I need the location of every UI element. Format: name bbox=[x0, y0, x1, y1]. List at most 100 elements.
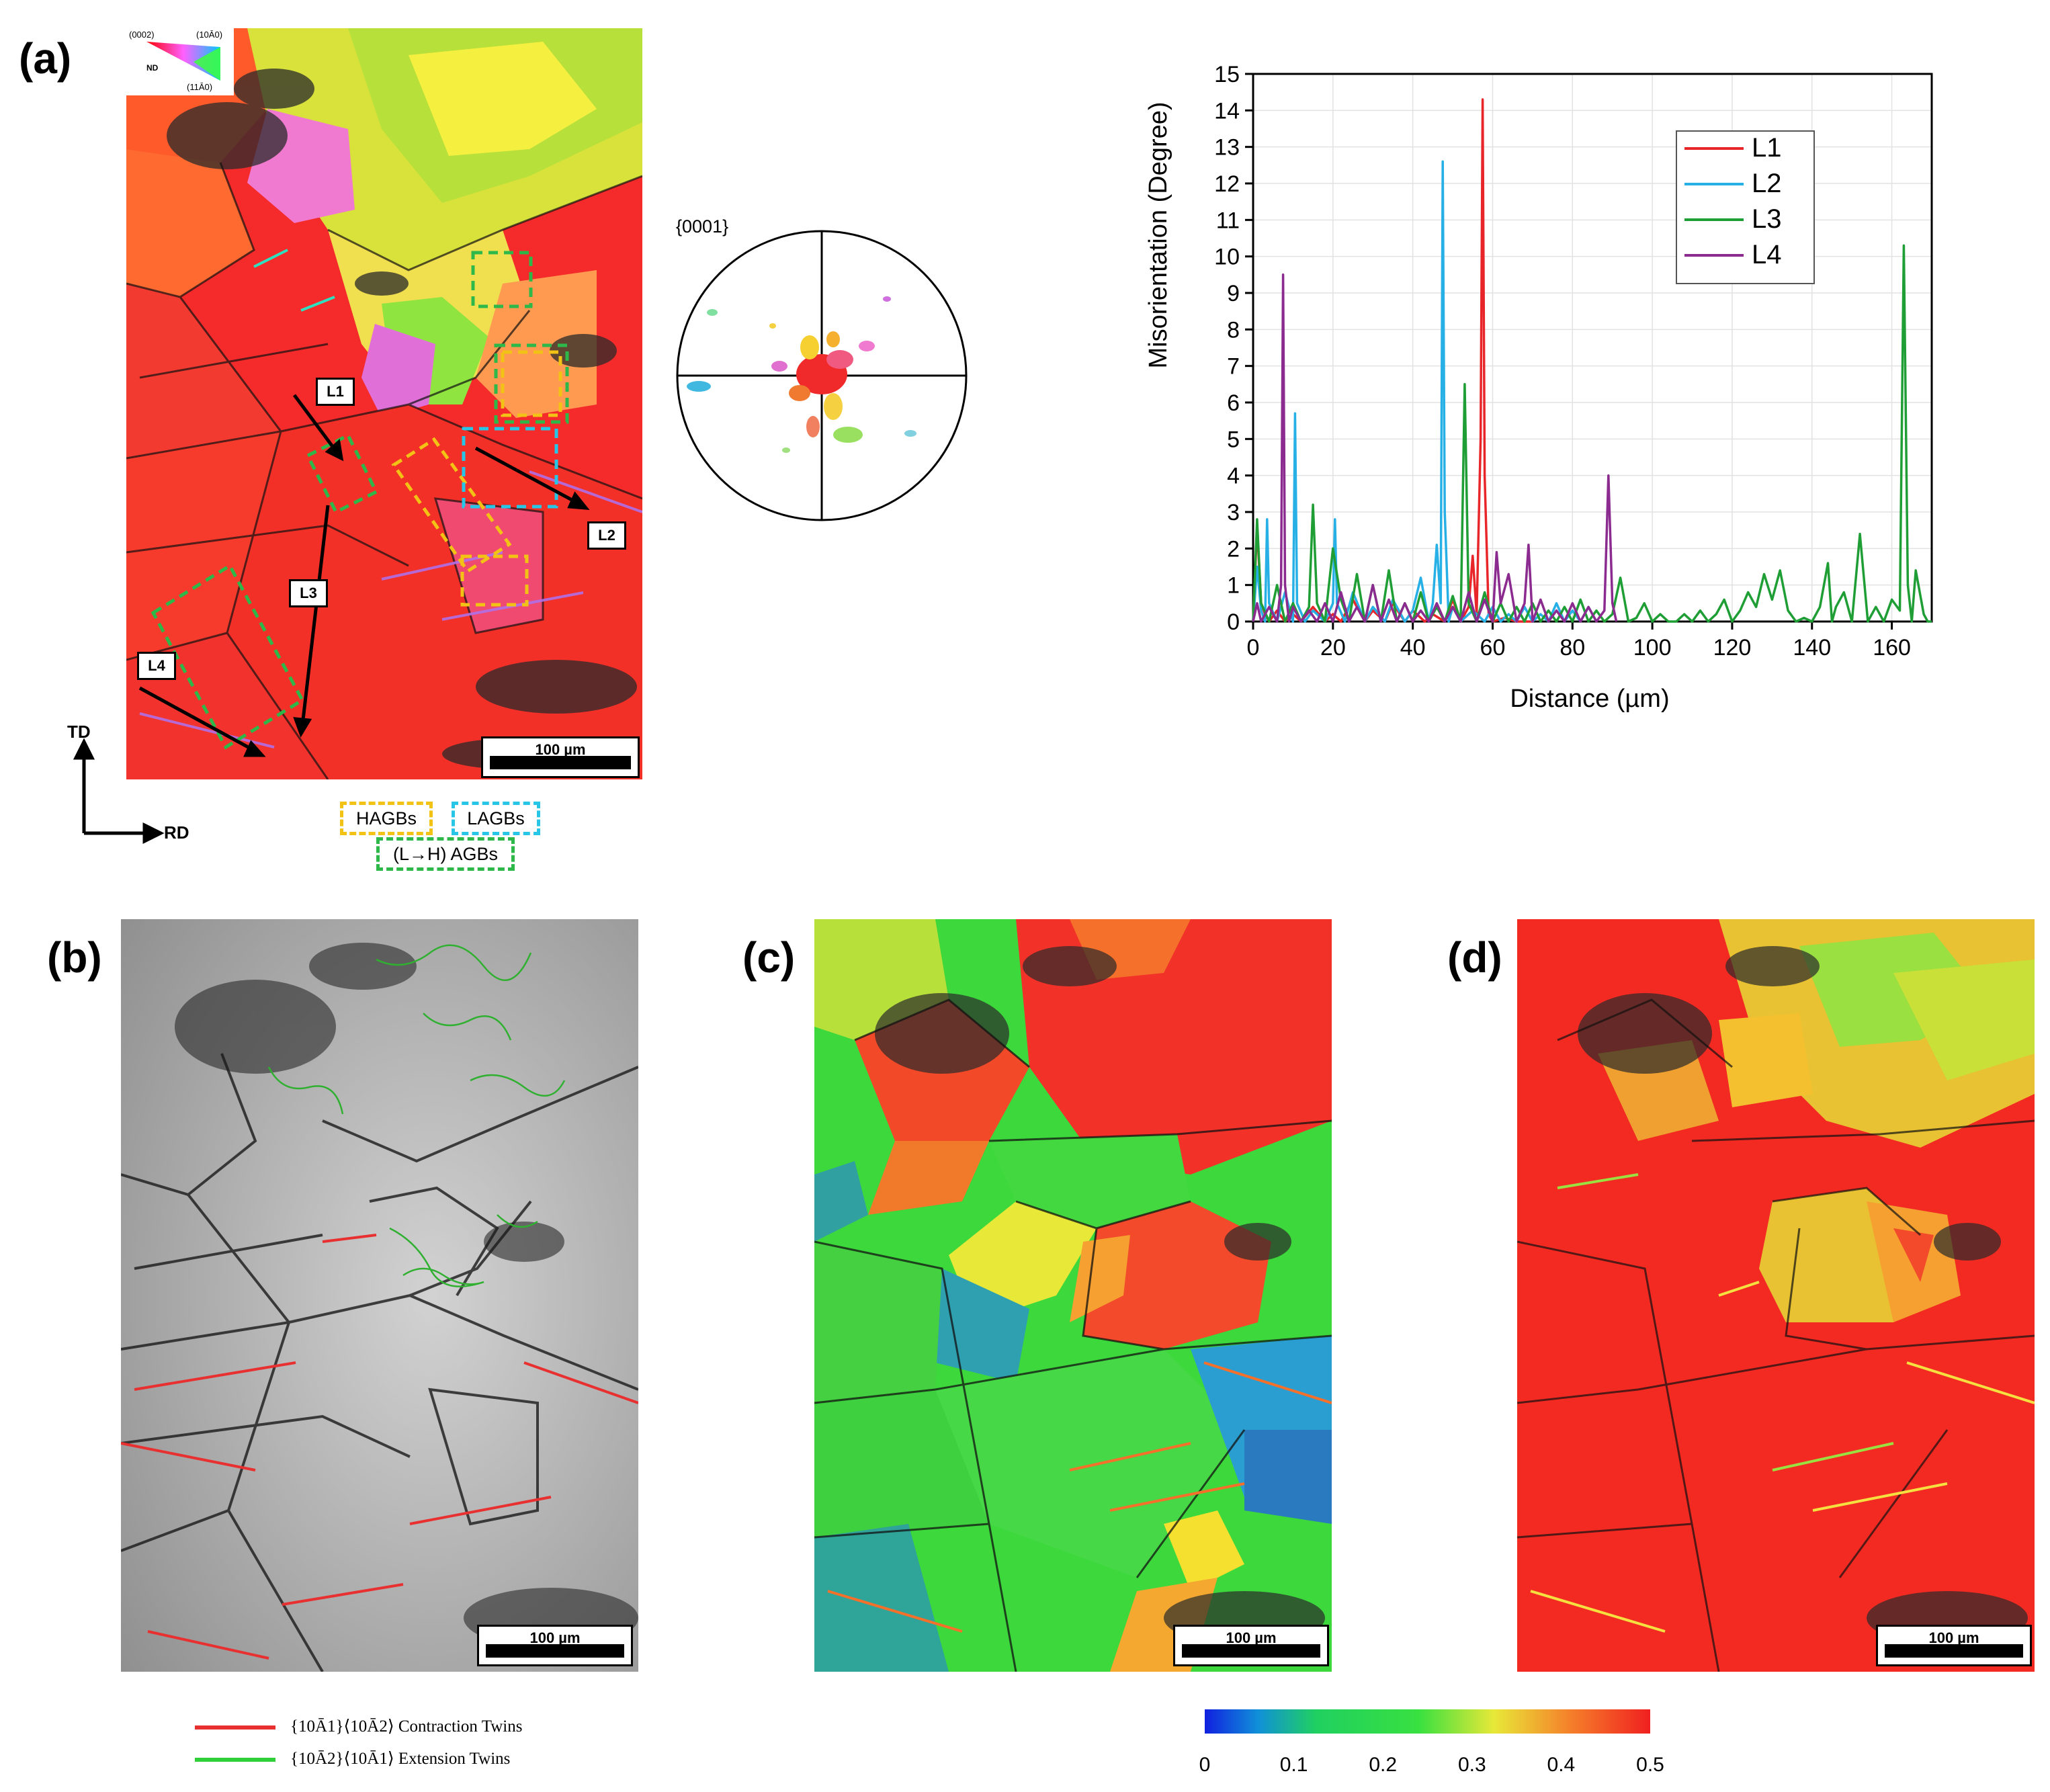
ipf-key-11-20: (11Ā0) bbox=[187, 82, 213, 92]
colorbar-tick-0: 0 bbox=[1199, 1754, 1211, 1776]
line-tag-l1: L1 bbox=[316, 378, 355, 406]
scale-bar-b: 100 µm bbox=[477, 1625, 633, 1666]
hagb-box-middle bbox=[391, 437, 512, 574]
y-tick-label-6: 6 bbox=[1227, 390, 1240, 416]
y-tick-label-11: 11 bbox=[1216, 208, 1240, 233]
ipf-key-nd: ND bbox=[146, 63, 159, 73]
band-contrast-graphic bbox=[121, 919, 638, 1672]
lh-agb-box-right bbox=[494, 343, 569, 424]
series-line-l2 bbox=[1252, 160, 1598, 623]
x-tick-label-160: 160 bbox=[1873, 635, 1911, 660]
line-tag-l2: L2 bbox=[587, 521, 626, 550]
hagb-box-lower bbox=[460, 554, 529, 607]
arrow-l3 bbox=[300, 505, 330, 726]
schmid-colorbar bbox=[1205, 1709, 1650, 1734]
legend-label-l1: L1 bbox=[1752, 133, 1782, 163]
chart-ylabel: Misorientation (Degree) bbox=[1144, 101, 1172, 368]
scale-bar-d-label: 100 µm bbox=[1928, 1629, 1979, 1646]
colorbar-tick-1: 0.1 bbox=[1279, 1754, 1308, 1776]
chart-frame bbox=[1252, 73, 1933, 623]
series-line-l4 bbox=[1252, 273, 1618, 623]
y-tick-label-14: 14 bbox=[1214, 98, 1240, 124]
twin-legend-lines bbox=[195, 1725, 275, 1762]
ipf-orientation-map bbox=[126, 28, 642, 779]
arrow-l2 bbox=[474, 446, 583, 507]
x-tick-label-140: 140 bbox=[1793, 635, 1831, 660]
colorbar-tick-3: 0.3 bbox=[1457, 1754, 1486, 1776]
chart-border bbox=[1252, 73, 1933, 623]
y-tick-label-3: 3 bbox=[1227, 500, 1240, 525]
lh-agb-box-l1 bbox=[305, 433, 379, 515]
band-contrast-map bbox=[121, 919, 638, 1672]
ipf-annotation-overlay bbox=[138, 251, 590, 757]
colorbar-tick-2: 0.2 bbox=[1369, 1754, 1398, 1776]
y-tick-label-13: 13 bbox=[1214, 135, 1240, 161]
panel-label-c: (c) bbox=[742, 933, 796, 982]
x-tick-label-40: 40 bbox=[1400, 635, 1426, 660]
colorbar-tick-4: 0.4 bbox=[1547, 1754, 1576, 1776]
scale-bar-c: 100 µm bbox=[1173, 1625, 1329, 1666]
scale-bar-b-line bbox=[486, 1644, 624, 1658]
twin-legend-extension: {10Ā2}⟨10Ā1⟩ Extension Twins bbox=[290, 1750, 511, 1768]
pole-figure-label: {0001} bbox=[676, 216, 729, 237]
y-tick-label-4: 4 bbox=[1227, 464, 1240, 489]
y-tick-label-8: 8 bbox=[1227, 317, 1240, 343]
axes-triad bbox=[73, 738, 165, 845]
legend-label-l2: L2 bbox=[1752, 169, 1782, 198]
line-tag-l3: L3 bbox=[289, 579, 328, 607]
y-tick-label-9: 9 bbox=[1227, 281, 1240, 306]
y-tick-label-10: 10 bbox=[1214, 245, 1240, 270]
legend-label-l3: L3 bbox=[1752, 204, 1782, 234]
scale-bar-d: 100 µm bbox=[1876, 1625, 2032, 1666]
x-tick-label-0: 0 bbox=[1247, 635, 1260, 660]
ipf-key-0002: (0002) bbox=[129, 30, 155, 40]
ipf-map-graphic bbox=[126, 28, 642, 779]
series-line-l3 bbox=[1252, 244, 1932, 623]
chart-xlabel: Distance (µm) bbox=[1510, 685, 1669, 713]
ipf-key-10-10: (10Ā0) bbox=[196, 30, 223, 40]
scale-bar-b-label: 100 µm bbox=[529, 1629, 581, 1646]
lh-agb-box-top bbox=[471, 251, 533, 308]
x-tick-label-20: 20 bbox=[1320, 635, 1346, 660]
y-tick-label-15: 15 bbox=[1214, 62, 1240, 87]
legend-lagbs: LAGBs bbox=[452, 802, 540, 835]
lagb-box bbox=[462, 427, 558, 509]
colorbar-ticks: 0 0.1 0.2 0.3 0.4 0.5 bbox=[1199, 1754, 1664, 1781]
colorbar-tick-5: 0.5 bbox=[1636, 1754, 1664, 1776]
schmid-factor-map-c bbox=[814, 919, 1332, 1672]
panel-label-d: (d) bbox=[1447, 933, 1502, 982]
pole-figure bbox=[676, 230, 968, 521]
scale-bar-a-line bbox=[490, 756, 631, 769]
panel-label-a: (a) bbox=[19, 34, 72, 83]
schmid-map-d-graphic bbox=[1517, 919, 2035, 1672]
line-tag-l4: L4 bbox=[137, 652, 176, 680]
triad-rd-label: RD bbox=[164, 822, 189, 843]
ipf-key-triangle-graphic bbox=[146, 42, 220, 81]
x-tick-label-120: 120 bbox=[1713, 635, 1752, 660]
twin-legend-contraction: {10Ā1}⟨10Ā2⟩ Contraction Twins bbox=[290, 1717, 523, 1736]
y-tick-label-1: 1 bbox=[1227, 573, 1240, 599]
schmid-map-c-graphic bbox=[814, 919, 1332, 1672]
x-tick-label-100: 100 bbox=[1633, 635, 1672, 660]
y-tick-label-5: 5 bbox=[1227, 427, 1240, 452]
y-tick-label-7: 7 bbox=[1227, 354, 1240, 380]
x-tick-label-60: 60 bbox=[1480, 635, 1506, 660]
ipf-color-key: (0002) (10Ā0) (11Ā0) ND bbox=[126, 28, 234, 95]
x-tick-label-80: 80 bbox=[1560, 635, 1585, 660]
scale-bar-c-label: 100 µm bbox=[1226, 1629, 1277, 1646]
legend-lh-agbs: (L→H) AGBs bbox=[376, 837, 515, 871]
y-tick-label-12: 12 bbox=[1214, 171, 1240, 197]
scale-bar-a: 100 µm bbox=[481, 736, 640, 778]
scale-bar-a-label: 100 µm bbox=[535, 741, 586, 758]
legend-label-l4: L4 bbox=[1752, 240, 1782, 269]
y-tick-label-2: 2 bbox=[1227, 536, 1240, 562]
arrow-l4 bbox=[138, 686, 259, 755]
legend-hagbs: HAGBs bbox=[340, 802, 433, 835]
hagb-box-right bbox=[501, 350, 562, 417]
chart-legend bbox=[1676, 130, 1815, 284]
schmid-factor-map-d bbox=[1517, 919, 2035, 1672]
panel-label-b: (b) bbox=[47, 933, 102, 982]
scale-bar-d-line bbox=[1885, 1644, 2023, 1658]
